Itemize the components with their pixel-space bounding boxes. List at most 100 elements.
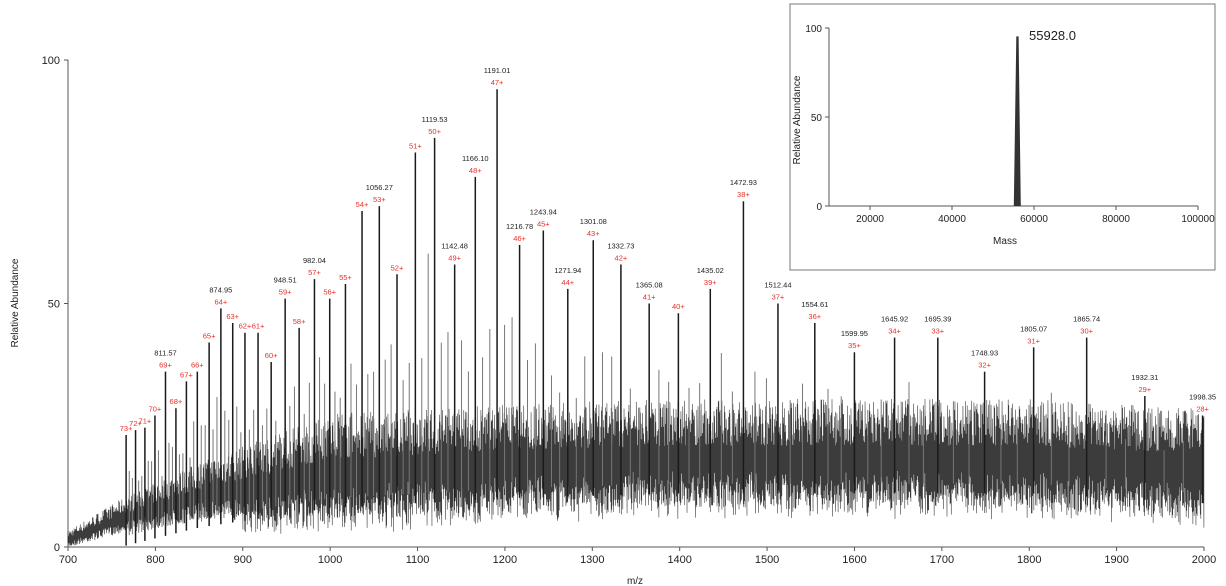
mz-label: 811.57 <box>154 349 176 358</box>
charge-state-label: 28+ <box>1196 405 1209 414</box>
charge-state-label: 59+ <box>279 288 292 297</box>
inset-x-tick-label: 80000 <box>1102 214 1130 225</box>
charge-state-label: 43+ <box>587 229 600 238</box>
mz-label: 1056.27 <box>366 183 393 192</box>
x-tick-label: 1000 <box>318 554 342 566</box>
x-axis-title: m/z <box>627 576 643 586</box>
inset-x-tick-label: 100000 <box>1181 214 1215 225</box>
charge-state-label: 73+ <box>120 424 133 433</box>
charge-state-label: 31+ <box>1027 336 1040 345</box>
charge-state-label: 36+ <box>808 312 821 321</box>
charge-state-label: 50+ <box>428 127 441 136</box>
charge-state-label: 69+ <box>159 361 172 370</box>
charge-state-label: 66+ <box>191 361 204 370</box>
mz-label: 1748.93 <box>971 349 998 358</box>
x-tick-label: 700 <box>59 554 77 566</box>
inset-peak <box>1013 36 1021 207</box>
charge-state-label: 47+ <box>491 78 504 87</box>
x-tick-label: 1400 <box>667 554 691 566</box>
mz-label: 1472.93 <box>730 178 757 187</box>
inset-y-tick-label: 50 <box>811 113 823 124</box>
inset-x-axis-title: Mass <box>993 236 1017 247</box>
inset-deconvoluted-spectrum: 20000 40000 60000 80000 100000 0 50 100 55928.0… <box>789 3 1216 271</box>
x-tick-label: 1600 <box>842 554 866 566</box>
charge-state-label: 29+ <box>1138 385 1151 394</box>
charge-state-label: 53+ <box>373 195 386 204</box>
y-tick-label: 0 <box>54 542 60 554</box>
mz-label: 1512.44 <box>764 281 791 290</box>
charge-state-label: 65+ <box>203 331 216 340</box>
charge-state-label: 37+ <box>772 293 785 302</box>
charge-state-label: 46+ <box>513 234 526 243</box>
mz-label: 1805.07 <box>1020 324 1047 333</box>
mz-label: 1142.48 <box>441 242 468 251</box>
x-tick-label: 1100 <box>406 554 430 566</box>
mz-label: 1301.08 <box>580 217 607 226</box>
charge-state-label: 70+ <box>149 405 162 414</box>
charge-state-label: 54+ <box>356 200 369 209</box>
mz-label: 948.51 <box>274 276 297 285</box>
charge-state-label: 63+ <box>226 312 239 321</box>
mz-label: 982.04 <box>303 256 326 265</box>
mz-label: 1932.31 <box>1131 373 1158 382</box>
charge-state-label: 48+ <box>469 166 482 175</box>
charge-state-label: 35+ <box>848 341 861 350</box>
mz-label: 1191.01 <box>484 66 511 75</box>
mz-label: 1998.35 <box>1189 393 1216 402</box>
charge-state-label: 34+ <box>888 327 901 336</box>
inset-frame <box>789 3 1216 271</box>
charge-state-label: 56+ <box>323 288 336 297</box>
charge-state-label: 72+ <box>129 419 142 428</box>
x-tick-label: 1900 <box>1104 554 1128 566</box>
mz-label: 1332.73 <box>607 242 634 251</box>
charge-state-label: 45+ <box>537 219 550 228</box>
secondary-peaks <box>128 253 1184 536</box>
x-tick-label: 1800 <box>1017 554 1041 566</box>
charge-state-label: 64+ <box>215 297 228 306</box>
x-tick-label: 1700 <box>930 554 954 566</box>
charge-state-label: 44+ <box>561 278 574 287</box>
charge-state-label: 57+ <box>308 268 321 277</box>
inset-y-tick-label: 100 <box>805 24 822 35</box>
mz-label: 1865.74 <box>1073 315 1100 324</box>
charge-state-label: 62+ <box>239 322 252 331</box>
mz-label: 1435.02 <box>697 266 724 275</box>
x-tick-label: 1300 <box>580 554 604 566</box>
mz-label: 1599.95 <box>841 329 868 338</box>
charge-state-label: 58+ <box>293 317 306 326</box>
charge-state-label: 52+ <box>391 263 404 272</box>
charge-state-label: 41+ <box>643 293 656 302</box>
mz-label: 1645.92 <box>881 315 908 324</box>
charge-state-label: 71+ <box>139 417 152 426</box>
charge-state-label: 39+ <box>704 278 717 287</box>
inset-peak-label: 55928.0 <box>1029 28 1076 43</box>
mz-label: 1271.94 <box>554 266 581 275</box>
charge-state-label: 51+ <box>409 142 422 151</box>
inset-x-tick-label: 40000 <box>938 214 966 225</box>
x-tick-label: 800 <box>146 554 164 566</box>
charge-state-label: 33+ <box>931 327 944 336</box>
spectrum-trace <box>67 398 1205 546</box>
inset-y-axis-title: Relative Abundance <box>792 75 803 164</box>
charge-state-label: 30+ <box>1080 327 1093 336</box>
inset-y-tick-label: 0 <box>816 202 822 213</box>
charge-state-label: 68+ <box>170 397 183 406</box>
mz-label: 1554.61 <box>801 300 828 309</box>
charge-state-label: 55+ <box>339 273 352 282</box>
mz-label: 1216.78 <box>506 222 533 231</box>
charge-state-label: 60+ <box>265 351 278 360</box>
inset-x-tick-label: 60000 <box>1020 214 1048 225</box>
inset-x-tick-label: 20000 <box>856 214 884 225</box>
x-tick-label: 1500 <box>755 554 779 566</box>
mz-label: 1695.39 <box>924 315 951 324</box>
mz-label: 1166.10 <box>462 154 489 163</box>
x-tick-label: 2000 <box>1192 554 1216 566</box>
charge-state-label: 32+ <box>978 361 991 370</box>
y-tick-label: 50 <box>48 299 60 311</box>
x-tick-label: 900 <box>234 554 252 566</box>
charge-state-label: 38+ <box>737 190 750 199</box>
y-axis-title: Relative Abundance <box>10 258 21 347</box>
charge-state-label: 40+ <box>672 302 685 311</box>
charge-state-label: 61+ <box>252 322 265 331</box>
